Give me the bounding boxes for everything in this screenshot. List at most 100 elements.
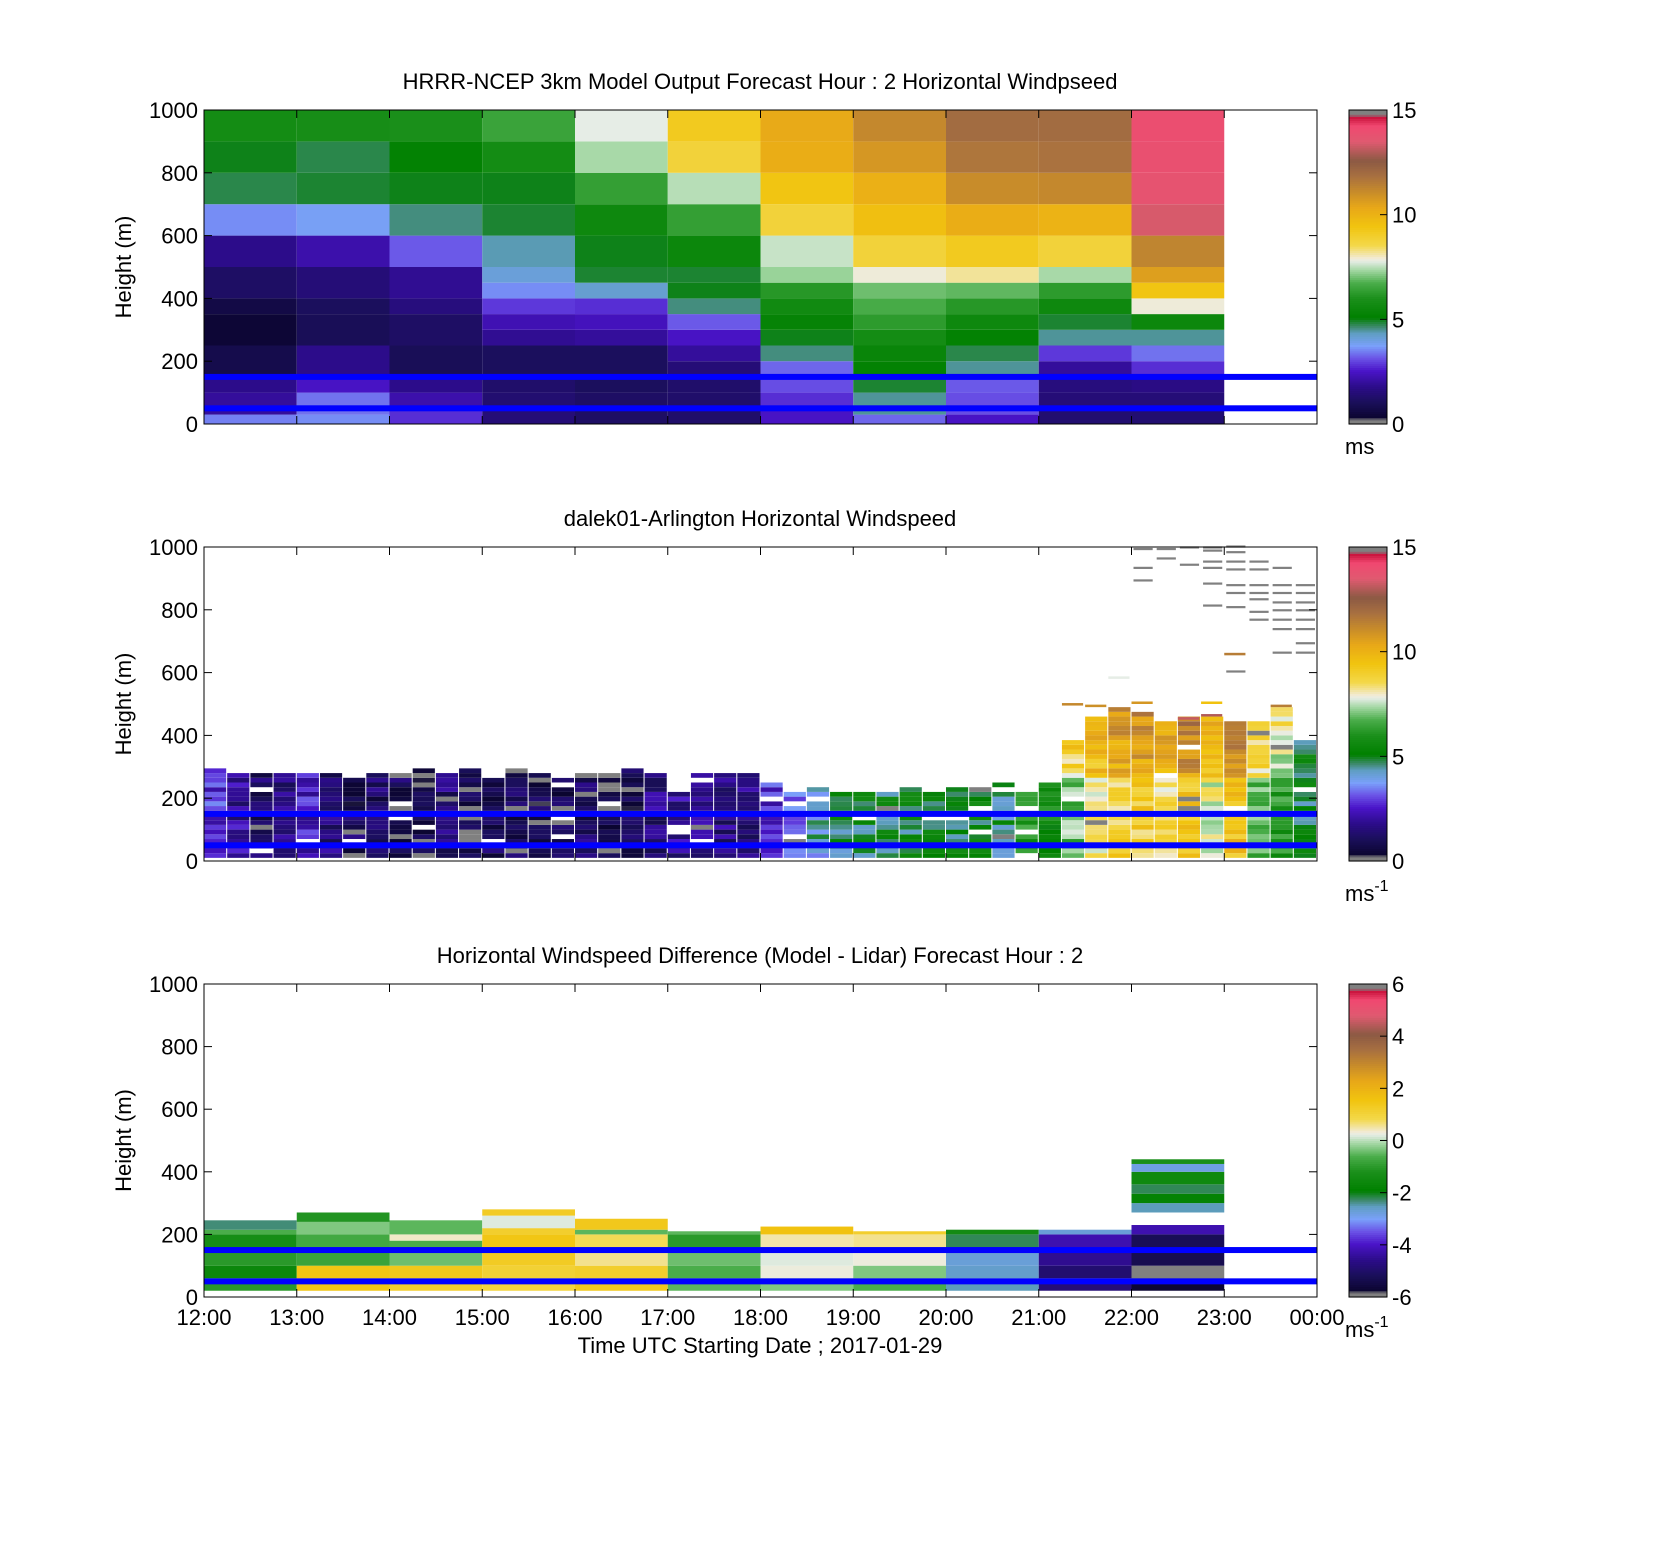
- lidar-cell: [830, 801, 853, 807]
- colorbar-segment: [1349, 1282, 1387, 1286]
- colorbar-segment: [1349, 130, 1387, 134]
- lidar-cell: [1131, 730, 1154, 736]
- heatmap-cell: [296, 172, 390, 205]
- heatmap-cell: [1131, 1184, 1225, 1194]
- heatmap-cell: [389, 345, 483, 377]
- lidar-cell: [412, 782, 435, 788]
- lidar-cell: [1131, 839, 1154, 844]
- lidar-cell: [714, 773, 737, 778]
- lidar-cell: [273, 777, 296, 783]
- lidar-cell: [1247, 848, 1270, 854]
- colorbar-segment: [1349, 338, 1387, 341]
- lidar-cell: [1270, 777, 1293, 783]
- heatmap-cell: [853, 267, 946, 283]
- heatmap-cell: [760, 235, 854, 267]
- colorbar-segment: [1349, 739, 1387, 743]
- colorbar-segment: [1349, 350, 1387, 354]
- colorbar-segment: [1349, 557, 1387, 561]
- chart-title: HRRR-NCEP 3km Model Output Forecast Hour…: [403, 69, 1118, 94]
- lidar-cell: [482, 777, 505, 783]
- colorbar-segment: [1349, 789, 1387, 793]
- colorbar-segment: [1349, 1015, 1387, 1018]
- colorbar-segment: [1349, 135, 1387, 138]
- lidar-cell: [1201, 725, 1224, 731]
- lidar-cell: [1247, 834, 1270, 840]
- heatmap-cell: [482, 345, 575, 377]
- lidar-cell: [366, 848, 389, 854]
- lidar-cell: [667, 796, 690, 802]
- heatmap-cell: [575, 408, 668, 424]
- lidar-cell: [366, 791, 389, 797]
- heatmap-cell: [853, 204, 946, 236]
- lidar-cell: [969, 839, 992, 844]
- chart-title: Horizontal Windspeed Difference (Model -…: [437, 943, 1083, 968]
- colorbar-segment: [1349, 122, 1387, 126]
- lidar-cell: [296, 853, 319, 858]
- colorbar-segment: [1349, 691, 1387, 695]
- colorbar-segment: [1349, 588, 1387, 592]
- lidar-cell: [667, 824, 690, 830]
- lidar-cell: [760, 848, 783, 854]
- colorbar-segment: [1349, 1119, 1387, 1123]
- colorbar-segment: [1349, 336, 1387, 339]
- lidar-cell: [459, 839, 482, 844]
- lidar-cell: [482, 796, 505, 802]
- colorbar-segment: [1349, 1263, 1387, 1267]
- lidar-cell: [204, 806, 227, 811]
- lidar-cell: [830, 820, 853, 825]
- lidar-cell: [1108, 754, 1131, 759]
- heatmap-cell: [946, 298, 1039, 315]
- lidar-cell: [1108, 815, 1131, 821]
- heatmap-cell: [1038, 110, 1132, 142]
- lidar-cell: [528, 796, 551, 802]
- colorbar-segment: [1349, 166, 1387, 170]
- colorbar-segment: [1349, 1265, 1387, 1269]
- lidar-cell: [806, 853, 830, 858]
- lidar-cell: [783, 848, 806, 854]
- reference-line: [204, 373, 1317, 380]
- colorbar-segment: [1349, 1073, 1387, 1077]
- heatmap-cell: [1038, 267, 1132, 283]
- heatmap-cell: [1131, 1163, 1225, 1172]
- heatmap-cell: [482, 110, 575, 142]
- heatmap-cell: [482, 376, 575, 393]
- colorbar-segment: [1349, 821, 1387, 824]
- lidar-cell: [1061, 834, 1085, 840]
- lidar-cell: [1131, 829, 1154, 835]
- lidar-cell: [1061, 749, 1085, 755]
- heatmap-cell: [667, 282, 761, 299]
- lidar-cell: [1154, 754, 1177, 759]
- lidar-cell: [946, 839, 969, 844]
- colorbar-segment: [1349, 657, 1387, 661]
- colorbar-segment: [1349, 359, 1387, 362]
- lidar-cell: [528, 777, 551, 783]
- lidar-cell: [505, 815, 528, 821]
- lidar-cell: [598, 806, 621, 811]
- lidar-cell: [1131, 744, 1154, 750]
- lidar-cell: [1154, 820, 1177, 825]
- lidar-cell: [690, 777, 714, 783]
- lidar-cell: [1201, 839, 1224, 844]
- colorbar-segment: [1349, 139, 1387, 142]
- lidar-cell: [1224, 848, 1247, 854]
- colorbar-segment: [1349, 153, 1387, 157]
- lidar-cell: [1061, 744, 1085, 750]
- heatmap-cell: [482, 1265, 575, 1279]
- heatmap-cell: [853, 172, 946, 205]
- lidar-cell: [505, 791, 528, 797]
- lidar-cell: [319, 848, 343, 854]
- heatmap-cell: [389, 298, 483, 315]
- colorbar-segment: [1349, 611, 1387, 615]
- lidar-cell: [690, 839, 714, 844]
- lidar-cell: [1201, 716, 1224, 722]
- lidar-cell: [1270, 839, 1293, 844]
- lidar-cell: [389, 801, 412, 807]
- heatmap-cell: [1131, 1234, 1225, 1251]
- lidar-cell: [737, 829, 760, 835]
- colorbar-tick-label: 0: [1392, 1129, 1404, 1154]
- lidar-cell: [1272, 584, 1292, 587]
- lidar-cell: [1224, 768, 1247, 774]
- colorbar-segment: [1349, 574, 1387, 577]
- heatmap-cell: [482, 408, 575, 424]
- lidar-cell: [1270, 704, 1292, 708]
